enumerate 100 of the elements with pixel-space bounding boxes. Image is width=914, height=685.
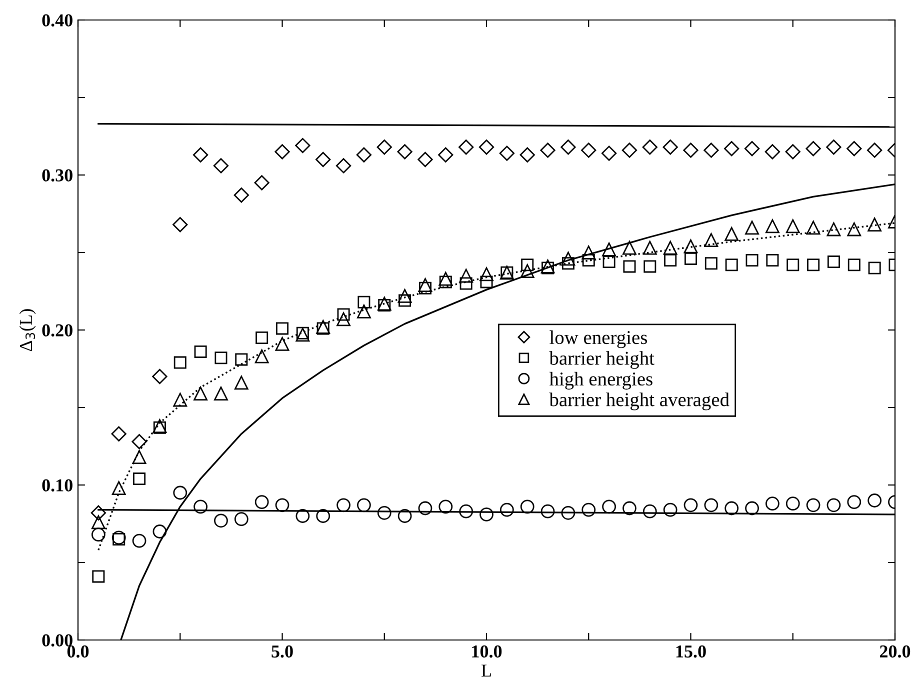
- y-tick-label: 0.20: [42, 324, 72, 337]
- point: [132, 534, 146, 548]
- point: [786, 258, 800, 272]
- point: [234, 376, 248, 390]
- point: [745, 220, 759, 235]
- point: [662, 140, 678, 155]
- point: [152, 368, 168, 384]
- point: [786, 496, 800, 511]
- point: [194, 500, 208, 514]
- y-axis-title: Δ$_{3}$(L): [19, 309, 36, 352]
- point: [704, 233, 718, 248]
- point: [276, 322, 288, 335]
- point: [174, 356, 186, 369]
- point: [235, 353, 248, 366]
- point: [214, 386, 228, 400]
- point: [478, 140, 494, 155]
- point: [234, 188, 249, 203]
- point: [644, 260, 656, 273]
- point: [91, 515, 106, 530]
- point: [724, 501, 739, 516]
- point: [397, 144, 412, 160]
- point: [336, 498, 350, 512]
- point: [296, 509, 310, 523]
- point: [704, 257, 718, 270]
- point: [806, 220, 820, 235]
- point: [746, 254, 758, 266]
- point: [622, 240, 636, 255]
- point: [725, 258, 738, 272]
- point: [601, 146, 617, 161]
- y-tick-label: 0.40: [42, 14, 72, 27]
- point: [192, 147, 208, 162]
- point: [848, 258, 860, 272]
- point: [827, 256, 840, 268]
- point: [172, 217, 188, 232]
- point: [295, 138, 310, 154]
- point: [336, 158, 352, 174]
- point: [806, 141, 821, 156]
- point: [684, 252, 697, 265]
- point: [398, 294, 412, 307]
- point: [664, 254, 677, 266]
- point: [316, 509, 330, 523]
- point: [356, 147, 372, 162]
- legend-label: high energies: [549, 372, 652, 390]
- point: [254, 175, 270, 190]
- point: [316, 320, 330, 334]
- point: [439, 276, 452, 288]
- point: [336, 312, 350, 326]
- point: [194, 386, 208, 400]
- point: [868, 494, 882, 508]
- x-tick-label: 20.0: [880, 645, 910, 658]
- point: [826, 140, 842, 155]
- point: [458, 140, 474, 155]
- point: [520, 147, 535, 162]
- point: [500, 502, 514, 517]
- point: [112, 533, 126, 546]
- point: [684, 498, 698, 512]
- point: [642, 140, 658, 155]
- point: [112, 530, 126, 545]
- point: [111, 426, 126, 442]
- point: [316, 322, 330, 335]
- point: [112, 481, 126, 496]
- point: [766, 254, 779, 266]
- point: [642, 240, 657, 255]
- point: [194, 345, 207, 358]
- point: [132, 450, 146, 464]
- point: [766, 496, 780, 511]
- point: [868, 262, 881, 274]
- point: [398, 509, 412, 523]
- point: [418, 152, 433, 168]
- point: [254, 349, 269, 364]
- point: [132, 434, 147, 450]
- point: [561, 506, 576, 520]
- x-tick-label: 5.0: [272, 645, 293, 658]
- point: [460, 277, 472, 290]
- point: [602, 500, 616, 514]
- point: [602, 256, 616, 268]
- point: [358, 296, 370, 308]
- point: [540, 142, 556, 158]
- point: [275, 498, 290, 512]
- point: [213, 158, 229, 174]
- point: [582, 502, 596, 517]
- point: [847, 222, 862, 236]
- point: [724, 141, 740, 156]
- point: [704, 142, 719, 158]
- point: [377, 506, 392, 520]
- point: [847, 495, 862, 509]
- point: [438, 272, 453, 286]
- point: [480, 267, 494, 282]
- point: [214, 514, 228, 528]
- point: [745, 501, 759, 516]
- point: [561, 252, 576, 266]
- point: [133, 472, 146, 486]
- point: [785, 144, 800, 160]
- point: [623, 260, 636, 273]
- point: [684, 239, 698, 254]
- y-tick-label: 0.10: [42, 479, 72, 492]
- point: [357, 498, 371, 512]
- point: [826, 222, 841, 236]
- point: [275, 337, 290, 351]
- legend-label: barrier height averaged: [549, 392, 730, 410]
